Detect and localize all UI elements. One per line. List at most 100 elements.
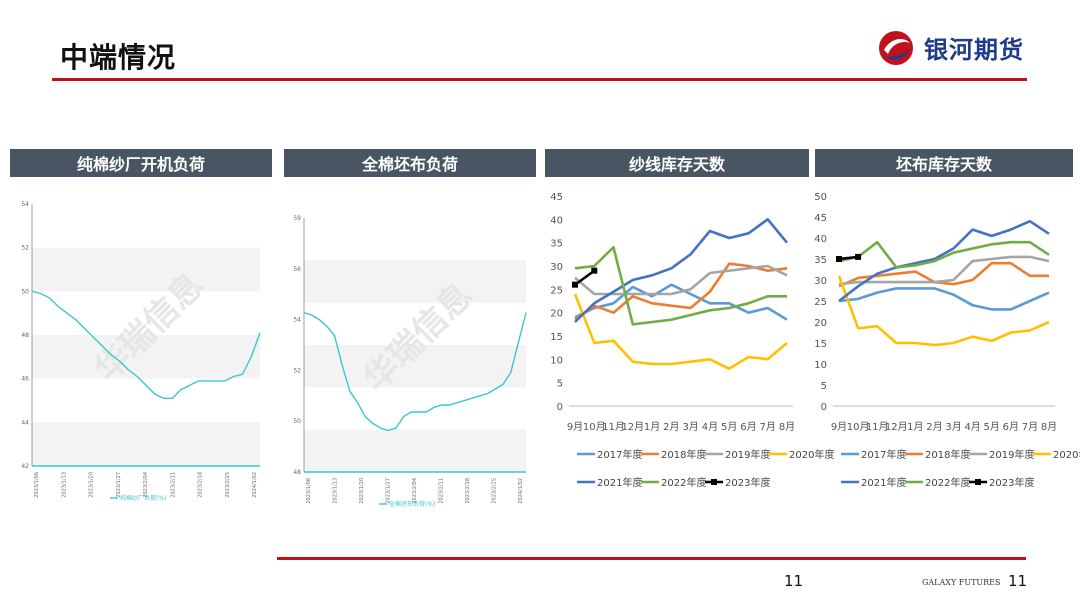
grid-band [32, 247, 260, 292]
x-tick-label: 11月 [602, 421, 625, 433]
x-tick-label: 8月 [779, 421, 795, 433]
grid-band [304, 429, 526, 472]
x-tick-label: 2023/2/25 [225, 472, 231, 498]
grid-band [304, 260, 526, 303]
x-tick-label: 2023/2/11 [439, 478, 445, 504]
x-tick-label: 3月 [945, 421, 961, 433]
x-tick-label: 8月 [1041, 421, 1057, 433]
panel-header-fabric-load: 全棉坯布负荷 [284, 149, 536, 177]
x-tick-label: 1月 [644, 421, 660, 433]
x-tick-label: 10月 [583, 421, 606, 433]
y-tick-label: 25 [814, 297, 827, 308]
grid-band [32, 422, 260, 466]
y-tick-label: 54 [293, 317, 301, 324]
legend-label: 2018年度 [925, 448, 970, 461]
series-line-2023年度 [574, 269, 596, 286]
y-tick-label: 59 [293, 215, 301, 222]
y-tick-label: 30 [814, 276, 827, 287]
legend-label: 2023年度 [725, 476, 770, 489]
title-divider [52, 78, 1027, 81]
legend-marker [975, 479, 981, 485]
x-tick-label: 2023/1/06 [34, 472, 40, 498]
y-tick-label: 48 [21, 332, 29, 339]
x-tick-label: 9月 [831, 421, 847, 433]
x-tick-label: 10月 [847, 421, 870, 433]
series-line [303, 312, 527, 432]
panel-header-yarn-load: 纯棉纱厂开机负荷 [10, 149, 272, 177]
legend-label: 2019年度 [725, 448, 770, 461]
y-tick-label: 35 [814, 255, 827, 266]
x-tick-label: 2024/1/02 [518, 478, 524, 504]
y-tick-label: 30 [550, 262, 563, 273]
y-tick-label: 25 [550, 285, 563, 296]
x-tick-label: 12月 [885, 421, 908, 433]
y-tick-label: 45 [814, 213, 827, 224]
x-tick-label: 11月 [866, 421, 889, 433]
x-tick-label: 6月 [1003, 421, 1019, 433]
legend-label: 2019年度 [989, 448, 1034, 461]
y-tick-label: 20 [814, 318, 827, 329]
legend-label: 2020年度 [1053, 448, 1080, 461]
x-tick-label: 4月 [964, 421, 980, 433]
x-tick-label: 9月 [567, 421, 583, 433]
x-tick-label: 2023/1/27 [386, 478, 392, 504]
series-line-2022年度 [838, 240, 1050, 269]
series-line-2020年度 [573, 293, 788, 370]
x-tick-label: 1月 [907, 421, 923, 433]
series-marker [591, 267, 598, 274]
page-title: 中端情况 [60, 41, 177, 74]
series-line-2019年度 [838, 255, 1050, 286]
y-tick-label: 54 [21, 201, 29, 208]
y-tick-label: 46 [21, 376, 29, 383]
x-tick-label: 2023/2/04 [412, 478, 418, 504]
series-line-2023年度 [838, 255, 859, 261]
x-tick-label: 2023/1/13 [333, 478, 339, 504]
y-tick-label: 50 [293, 418, 301, 425]
footer-brand: GALAXY FUTURES [922, 578, 1001, 587]
x-tick-label: 2023/2/18 [465, 478, 471, 504]
legend-label: 2022年度 [661, 476, 706, 489]
x-tick-label: 7月 [1022, 421, 1038, 433]
footer-divider [277, 557, 1026, 560]
legend-label: 2020年度 [789, 448, 834, 461]
series-marker [836, 256, 842, 262]
series-line-2020年度 [837, 275, 1050, 347]
panel-header-yarn-inventory: 纱线库存天数 [545, 149, 809, 177]
y-tick-label: 45 [550, 192, 563, 203]
legend-label: 2023年度 [989, 476, 1034, 489]
y-tick-label: 50 [21, 288, 29, 295]
x-tick-label: 7月 [760, 421, 776, 433]
x-tick-label: 2023/1/20 [359, 478, 365, 504]
y-tick-label: 15 [814, 339, 827, 350]
series-line-2021年度 [574, 217, 789, 323]
x-tick-label: 6月 [740, 421, 756, 433]
y-tick-label: 50 [814, 192, 827, 203]
series-line [31, 290, 261, 400]
y-tick-label: 5 [821, 381, 827, 392]
y-tick-label: 42 [21, 463, 29, 470]
x-tick-label: 2023/1/13 [61, 472, 67, 498]
page-number: 11 [784, 572, 804, 590]
y-tick-label: 44 [21, 419, 29, 426]
legend-label: 纯棉纱厂负荷(%) [120, 494, 166, 502]
x-tick-label: 2月 [663, 421, 679, 433]
y-tick-label: 56 [293, 266, 301, 273]
legend-label: 2021年度 [597, 476, 642, 489]
legend-label: 2021年度 [861, 476, 906, 489]
x-tick-label: 2023/1/27 [116, 472, 122, 498]
y-tick-label: 35 [550, 239, 563, 250]
x-tick-label: 2月 [926, 421, 942, 433]
series-marker [855, 253, 862, 260]
legend-label: 2018年度 [661, 448, 706, 461]
series-line-2017年度 [574, 283, 788, 321]
x-tick-label: 2023/1/20 [89, 472, 95, 498]
y-tick-label: 10 [550, 355, 563, 366]
x-tick-label: 2023/2/18 [198, 472, 204, 498]
y-tick-label: 15 [550, 332, 563, 343]
y-tick-label: 48 [293, 469, 301, 476]
grid-band [32, 335, 260, 379]
